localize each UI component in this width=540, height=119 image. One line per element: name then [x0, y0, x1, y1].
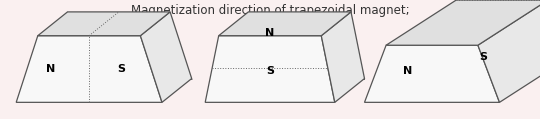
- Text: S: S: [480, 52, 487, 62]
- Text: S: S: [118, 64, 125, 74]
- Text: N: N: [403, 66, 413, 76]
- Polygon shape: [16, 36, 162, 102]
- Polygon shape: [364, 45, 500, 102]
- Text: N: N: [265, 28, 275, 38]
- Polygon shape: [478, 0, 540, 102]
- Text: S: S: [266, 66, 274, 76]
- Text: N: N: [45, 64, 55, 74]
- Polygon shape: [38, 12, 170, 36]
- Polygon shape: [321, 12, 365, 102]
- Polygon shape: [205, 36, 335, 102]
- Text: Magnetization direction of trapezoidal magnet;: Magnetization direction of trapezoidal m…: [131, 4, 409, 17]
- Polygon shape: [219, 12, 351, 36]
- Polygon shape: [386, 0, 540, 45]
- Polygon shape: [140, 12, 192, 102]
